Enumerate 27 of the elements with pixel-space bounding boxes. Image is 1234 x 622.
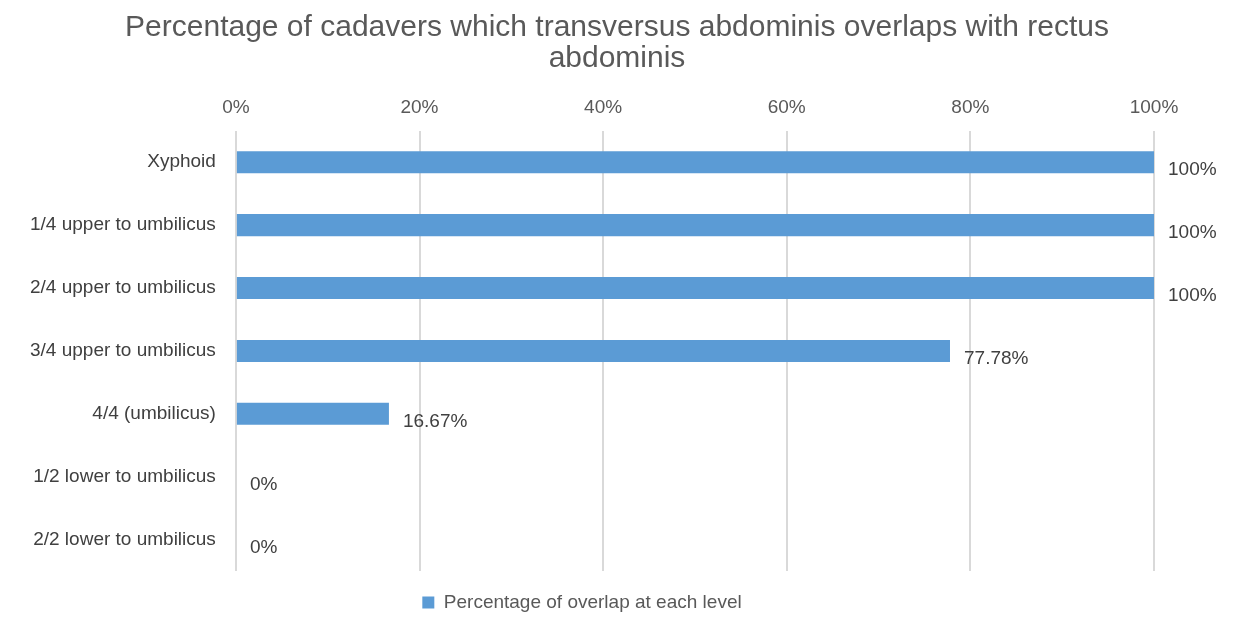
x-tick-label: 80%: [951, 95, 990, 117]
x-tick-label: 40%: [584, 95, 623, 117]
y-tick-label: 1/2 lower to umbilicus: [33, 464, 216, 486]
data-label: 77.78%: [963, 347, 1029, 369]
bar: [236, 339, 950, 362]
data-label: 0%: [249, 535, 278, 557]
data-label: 0%: [249, 472, 278, 494]
legend-label: Percentage of overlap at each level: [443, 590, 742, 612]
y-tick-label: 4/4 (umbilicus): [92, 402, 216, 424]
y-tick-label: 2/2 lower to umbilicus: [33, 527, 216, 549]
bar: [236, 277, 1154, 300]
x-tick-label: 60%: [767, 95, 806, 117]
y-tick-label: 1/4 upper to umbilicus: [29, 213, 216, 235]
y-tick-label: 2/4 upper to umbilicus: [29, 276, 216, 298]
bar: [236, 402, 389, 425]
data-label: 16.67%: [402, 410, 468, 432]
data-label: 100%: [1168, 284, 1217, 306]
y-tick-label: Xyphoid: [147, 150, 216, 172]
chart-title: Percentage of cadavers which transversus abdominis overlaps with rectus abdominis: [124, 9, 1110, 74]
x-tick-label: 20%: [400, 95, 439, 117]
bar: [236, 151, 1154, 174]
x-tick-label: 0%: [222, 95, 250, 117]
bar: [236, 214, 1154, 237]
x-tick-label: 100%: [1129, 95, 1179, 117]
data-label: 100%: [1168, 221, 1217, 243]
data-label: 100%: [1168, 158, 1217, 180]
y-tick-label: 3/4 upper to umbilicus: [29, 339, 216, 361]
